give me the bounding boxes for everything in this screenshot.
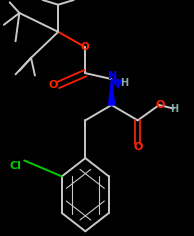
Text: O: O — [155, 100, 165, 110]
Text: O: O — [80, 42, 89, 52]
Text: O: O — [49, 80, 58, 90]
Text: H: H — [170, 104, 178, 114]
Text: O: O — [133, 142, 142, 152]
Text: Cl: Cl — [9, 161, 21, 171]
Text: N: N — [107, 71, 117, 80]
Text: H: H — [120, 78, 128, 88]
Polygon shape — [108, 79, 115, 105]
